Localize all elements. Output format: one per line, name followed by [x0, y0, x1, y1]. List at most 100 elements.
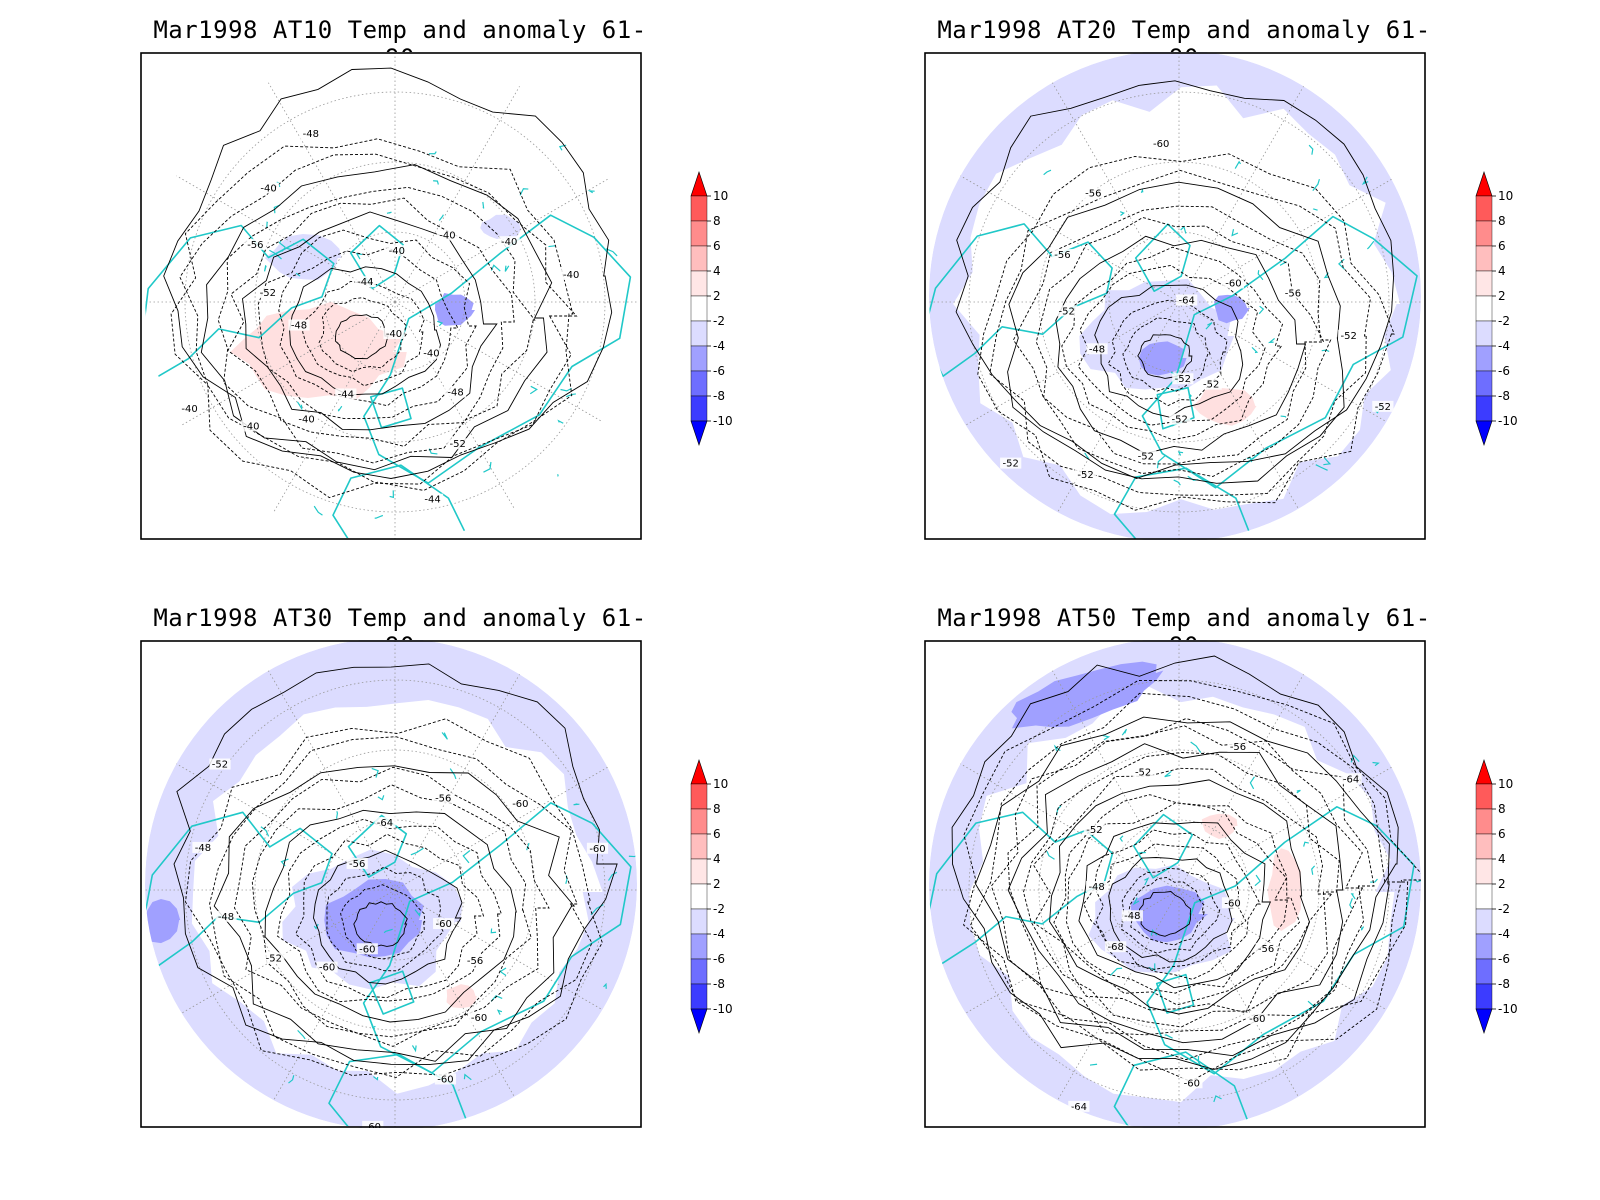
temperature-contour [185, 718, 603, 1076]
border-line [1043, 169, 1052, 176]
coastline [1134, 223, 1191, 292]
meridian-line [259, 67, 396, 303]
temperature-contour [969, 692, 1409, 1071]
border-line [1156, 455, 1166, 469]
contour-label: -56 [435, 793, 451, 804]
border-line [1372, 761, 1380, 767]
contour-label: -64 [1071, 1102, 1087, 1113]
contour-label: -52 [1203, 380, 1219, 391]
colorbar-segment [690, 395, 708, 422]
contour-label: -56 [1285, 289, 1301, 300]
colorbar-tick-label: -10 [1498, 1002, 1518, 1016]
negative-anomaly-patch [145, 899, 181, 944]
colorbar-segment [690, 220, 708, 247]
contour-label: -40 [243, 422, 259, 433]
temperature-contour [163, 67, 613, 479]
border-line [1234, 160, 1242, 169]
temperature-contour [955, 80, 1395, 479]
border-line [605, 248, 618, 257]
colorbar-tick-label: -4 [713, 927, 725, 941]
temperature-contour [1128, 877, 1205, 946]
border-line [1084, 452, 1090, 460]
positive-anomaly-patch [1267, 848, 1302, 931]
meridian-line [1178, 301, 1414, 438]
contour-label: -40 [501, 237, 517, 248]
coastline [929, 223, 1113, 377]
border-line [1132, 897, 1140, 906]
colorbar-tick-label: -10 [1498, 414, 1518, 428]
colorbar-tick-label: -10 [713, 414, 733, 428]
temperature-contour [200, 164, 553, 471]
latitude-circle [324, 231, 466, 373]
border-line [288, 1075, 295, 1084]
temperature-contour [989, 169, 1371, 496]
border-line [1303, 841, 1309, 847]
border-line [1258, 305, 1265, 315]
map-background [145, 52, 637, 540]
colorbar-tick-label: -8 [713, 389, 725, 403]
colorbar-segment [1475, 908, 1493, 935]
contour-label: -48 [1089, 344, 1105, 355]
temperature-contour [334, 314, 389, 360]
colorbar-tick-label: -8 [713, 977, 725, 991]
border-line [441, 732, 448, 740]
border-line [449, 768, 457, 780]
colorbar-tick-label: 6 [1498, 239, 1506, 253]
colorbar-bottom-arrow [690, 1008, 708, 1034]
colorbar-tick-label: -4 [1498, 927, 1510, 941]
latitude-circle [968, 679, 1390, 1101]
border-line [295, 272, 301, 277]
border-line [297, 1029, 306, 1040]
contour-label: -40 [563, 270, 579, 281]
polar-map: -48 -48 -52 -52 -56 -64 -60 -56 -60 -60 -64 -68 [924, 640, 1426, 1128]
temperature-contour [278, 247, 459, 407]
border-line [1150, 928, 1158, 936]
contour-label: -60 [471, 1013, 487, 1024]
border-line [627, 1021, 637, 1028]
colorbar-tick-label: 2 [713, 289, 721, 303]
contour-label: -52 [212, 760, 228, 771]
contour-label: -60 [1225, 279, 1241, 290]
border-line [414, 909, 421, 917]
temperature-contour [1078, 821, 1272, 989]
temperature-contour [295, 833, 485, 999]
meridian-line [394, 754, 630, 891]
border-line [1197, 1055, 1203, 1069]
border-line [1148, 963, 1156, 972]
border-line [1411, 386, 1417, 393]
temperature-contour [990, 718, 1375, 1061]
contour-label: -60 [512, 799, 528, 810]
temperature-contour [209, 736, 593, 1078]
colorbar-top-arrow [1475, 759, 1493, 785]
colorbar-tick-label: -2 [1498, 314, 1510, 328]
temperature-contour [1094, 284, 1244, 418]
map-frame [924, 52, 1426, 540]
contour-label: -48 [303, 129, 319, 140]
border-line [1312, 179, 1320, 192]
panel-at20: Mar1998 AT20 Temp and anomaly 61-90 -52-… [924, 0, 1544, 590]
temperature-contour [242, 211, 498, 431]
border-line [587, 190, 595, 194]
colorbar-segment [690, 783, 708, 810]
meridian-line [1043, 301, 1180, 537]
colorbar-tick-label: -10 [713, 1002, 733, 1016]
colorbar-segment [690, 195, 708, 222]
colorbar-tick-label: 2 [1498, 877, 1506, 891]
negative-anomaly-patch [480, 214, 522, 239]
temperature-contour [213, 765, 576, 1062]
border-line [1102, 734, 1111, 741]
temperature-contour [1095, 843, 1247, 970]
border-line [1205, 322, 1213, 330]
border-line [437, 320, 444, 327]
border-line [377, 795, 385, 801]
border-line [1257, 270, 1264, 281]
border-line [463, 1073, 472, 1081]
contour-label: -40 [389, 246, 405, 257]
temperature-contour [1077, 264, 1266, 426]
border-line [337, 405, 343, 412]
colorbar: 10 8 6 4 2 -2 -4 -6 -8 -10 [690, 759, 733, 1034]
map-frame [140, 52, 642, 540]
colorbar-tick-label: -6 [1498, 952, 1510, 966]
contour-label: -60 [365, 1122, 381, 1128]
contour-label: -60 [1153, 139, 1169, 150]
